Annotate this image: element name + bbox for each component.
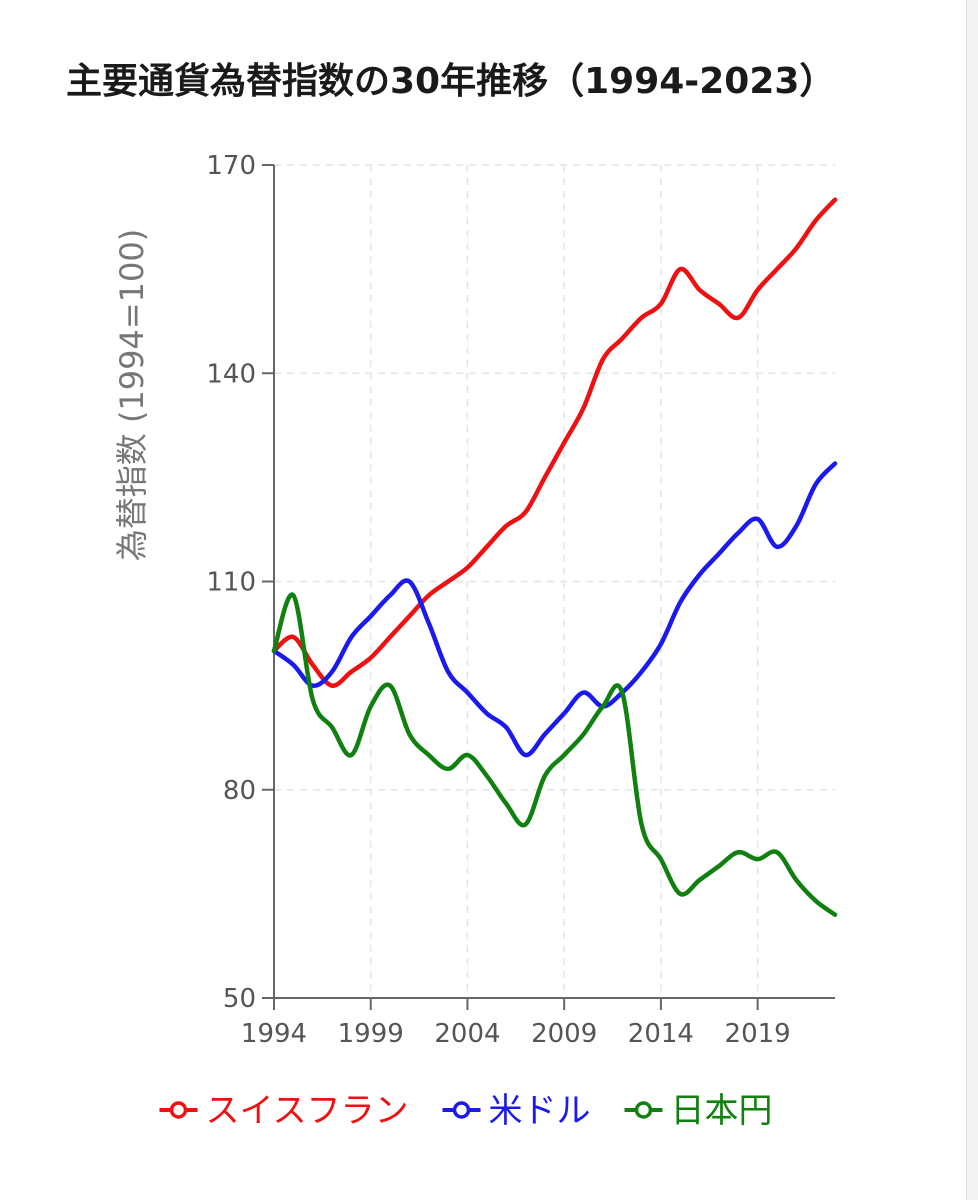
- y-tick-label: 140: [206, 359, 256, 389]
- legend-label: 米ドル: [489, 1091, 591, 1131]
- legend-item-1: 米ドル: [442, 1091, 591, 1131]
- legend-swatch-marker: [634, 1101, 653, 1119]
- x-tick-label: 1994: [241, 1019, 307, 1049]
- x-tick-label: 1999: [338, 1019, 404, 1049]
- grid: [274, 164, 835, 998]
- x-tick-label: 2009: [531, 1019, 597, 1049]
- x-tick-label: 2019: [725, 1019, 791, 1049]
- y-axis-title: 為替指数 (1994=100): [113, 229, 151, 561]
- y-tick-label: 50: [223, 984, 256, 1014]
- legend-label: 日本円: [671, 1091, 773, 1131]
- legend-item-2: 日本円: [624, 1091, 773, 1131]
- y-tick-label: 170: [206, 151, 256, 181]
- chart-title: 主要通貨為替指数の30年推移（1994-2023）: [66, 61, 836, 102]
- axes: 50 80 110 140 170 1994 1999 2004 2009 2014 2019: [206, 151, 835, 1049]
- legend-label: スイスフラン: [206, 1091, 409, 1131]
- legend-swatch-marker: [169, 1101, 188, 1119]
- legend-swatch-marker: [452, 1101, 471, 1119]
- x-tick-label: 2014: [628, 1019, 694, 1049]
- y-tick-label: 80: [223, 776, 256, 806]
- series-line-1: [271, 461, 838, 758]
- y-tick-label: 110: [206, 568, 256, 598]
- legend-item-0: スイスフラン: [159, 1091, 409, 1131]
- legend: スイスフラン 米ドル 日本円: [159, 1091, 773, 1131]
- x-tick-label: 2004: [434, 1019, 500, 1049]
- series-lines: [271, 197, 838, 917]
- series-line-2: [271, 592, 838, 917]
- series-line-0: [271, 197, 838, 688]
